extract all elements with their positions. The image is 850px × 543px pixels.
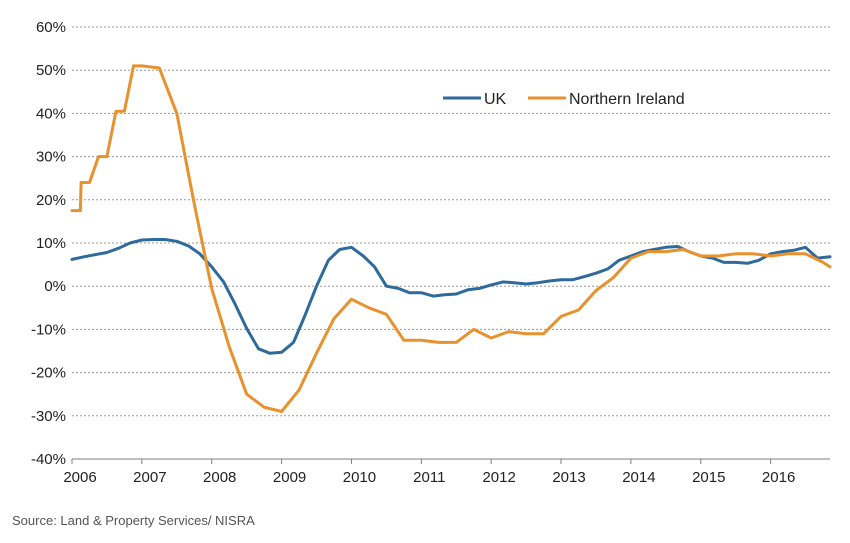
- series-lines: [70, 64, 832, 413]
- legend-label-northern-ireland: Northern Ireland: [569, 91, 685, 108]
- y-tick-label: 60%: [36, 19, 66, 36]
- x-tick-label: 2008: [203, 469, 236, 486]
- x-tick-label: 2015: [692, 469, 725, 486]
- y-tick-label: 40%: [36, 105, 66, 122]
- source-note: Source: Land & Property Services/ NISRA: [12, 513, 255, 528]
- y-tick-label: -30%: [31, 408, 66, 425]
- legend-label-uk: UK: [484, 91, 507, 108]
- y-tick-label: -10%: [31, 321, 66, 338]
- gridlines: [72, 26, 830, 417]
- x-axis: [71, 458, 830, 464]
- x-tick-label: 2007: [133, 469, 166, 486]
- x-tick-label: 2010: [343, 469, 376, 486]
- y-axis-tick-labels: 60% 50% 40% 30% 20% 10% 0% -10% -20% -30% -40%: [31, 19, 66, 468]
- y-tick-label: -20%: [31, 365, 66, 382]
- series-line-northern-ireland: [70, 64, 832, 413]
- y-tick-label: 0%: [44, 278, 66, 295]
- x-tick-label: 2009: [273, 469, 306, 486]
- y-tick-label: 20%: [36, 192, 66, 209]
- x-tick-label: 2013: [552, 469, 585, 486]
- y-tick-label: -40%: [31, 451, 66, 468]
- x-tick-label: 2014: [622, 469, 655, 486]
- y-tick-label: 10%: [36, 235, 66, 252]
- x-axis-tick-labels: 2006 2007 2008 2009 2010 2011 2012 2013 2014 2015…: [63, 469, 795, 486]
- y-tick-label: 30%: [36, 149, 66, 166]
- x-tick-label: 2016: [762, 469, 795, 486]
- y-tick-label: 50%: [36, 62, 66, 79]
- x-tick-label: 2006: [63, 469, 96, 486]
- legend: UK Northern Ireland: [443, 91, 685, 108]
- x-tick-label: 2012: [482, 469, 515, 486]
- x-tick-label: 2011: [413, 469, 445, 486]
